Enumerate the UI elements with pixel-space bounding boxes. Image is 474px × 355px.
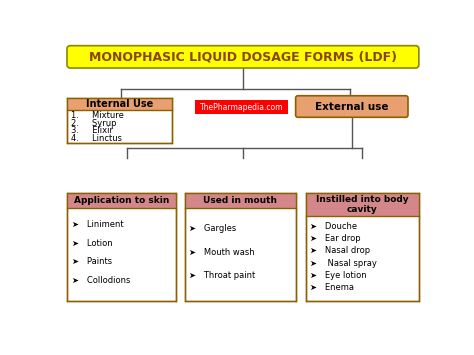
FancyBboxPatch shape [195,100,288,114]
Text: ➤   Eye lotion: ➤ Eye lotion [310,271,367,280]
FancyBboxPatch shape [185,193,296,301]
Text: ➤   Paints: ➤ Paints [72,257,112,266]
Text: Instilled into body
cavity: Instilled into body cavity [316,195,409,214]
Text: ➤   Liniment: ➤ Liniment [72,220,123,229]
Text: MONOPHASIC LIQUID DOSAGE FORMS (LDF): MONOPHASIC LIQUID DOSAGE FORMS (LDF) [89,50,397,63]
FancyBboxPatch shape [306,193,419,301]
FancyBboxPatch shape [296,96,408,117]
Text: ➤   Douche: ➤ Douche [310,222,357,231]
FancyBboxPatch shape [67,98,172,110]
FancyBboxPatch shape [67,98,172,143]
Text: ThePharmapedia.com: ThePharmapedia.com [200,103,283,112]
Text: Internal Use: Internal Use [86,99,153,109]
Text: ➤   Enema: ➤ Enema [310,283,355,292]
Text: Application to skin: Application to skin [73,196,169,205]
Text: Used in mouth: Used in mouth [203,196,277,205]
Text: ➤   Mouth wash: ➤ Mouth wash [190,247,255,257]
Text: ➤   Gargles: ➤ Gargles [190,224,237,234]
FancyBboxPatch shape [67,46,419,68]
Text: 1.     Mixture: 1. Mixture [71,111,124,120]
Text: ➤   Lotion: ➤ Lotion [72,239,112,248]
Text: ➤    Nasal spray: ➤ Nasal spray [310,258,377,268]
Text: ➤   Throat paint: ➤ Throat paint [190,271,255,280]
FancyBboxPatch shape [67,193,175,301]
Text: 2.     Syrup: 2. Syrup [71,119,117,128]
FancyBboxPatch shape [185,193,296,208]
Text: ➤   Collodions: ➤ Collodions [72,276,130,285]
Text: ➤   Nasal drop: ➤ Nasal drop [310,246,371,256]
Text: External use: External use [315,102,389,111]
Text: 3.     Elixir: 3. Elixir [71,126,113,135]
FancyBboxPatch shape [67,193,175,208]
FancyBboxPatch shape [306,193,419,216]
Text: 4.     Linctus: 4. Linctus [71,134,122,143]
Text: ➤   Ear drop: ➤ Ear drop [310,234,361,243]
